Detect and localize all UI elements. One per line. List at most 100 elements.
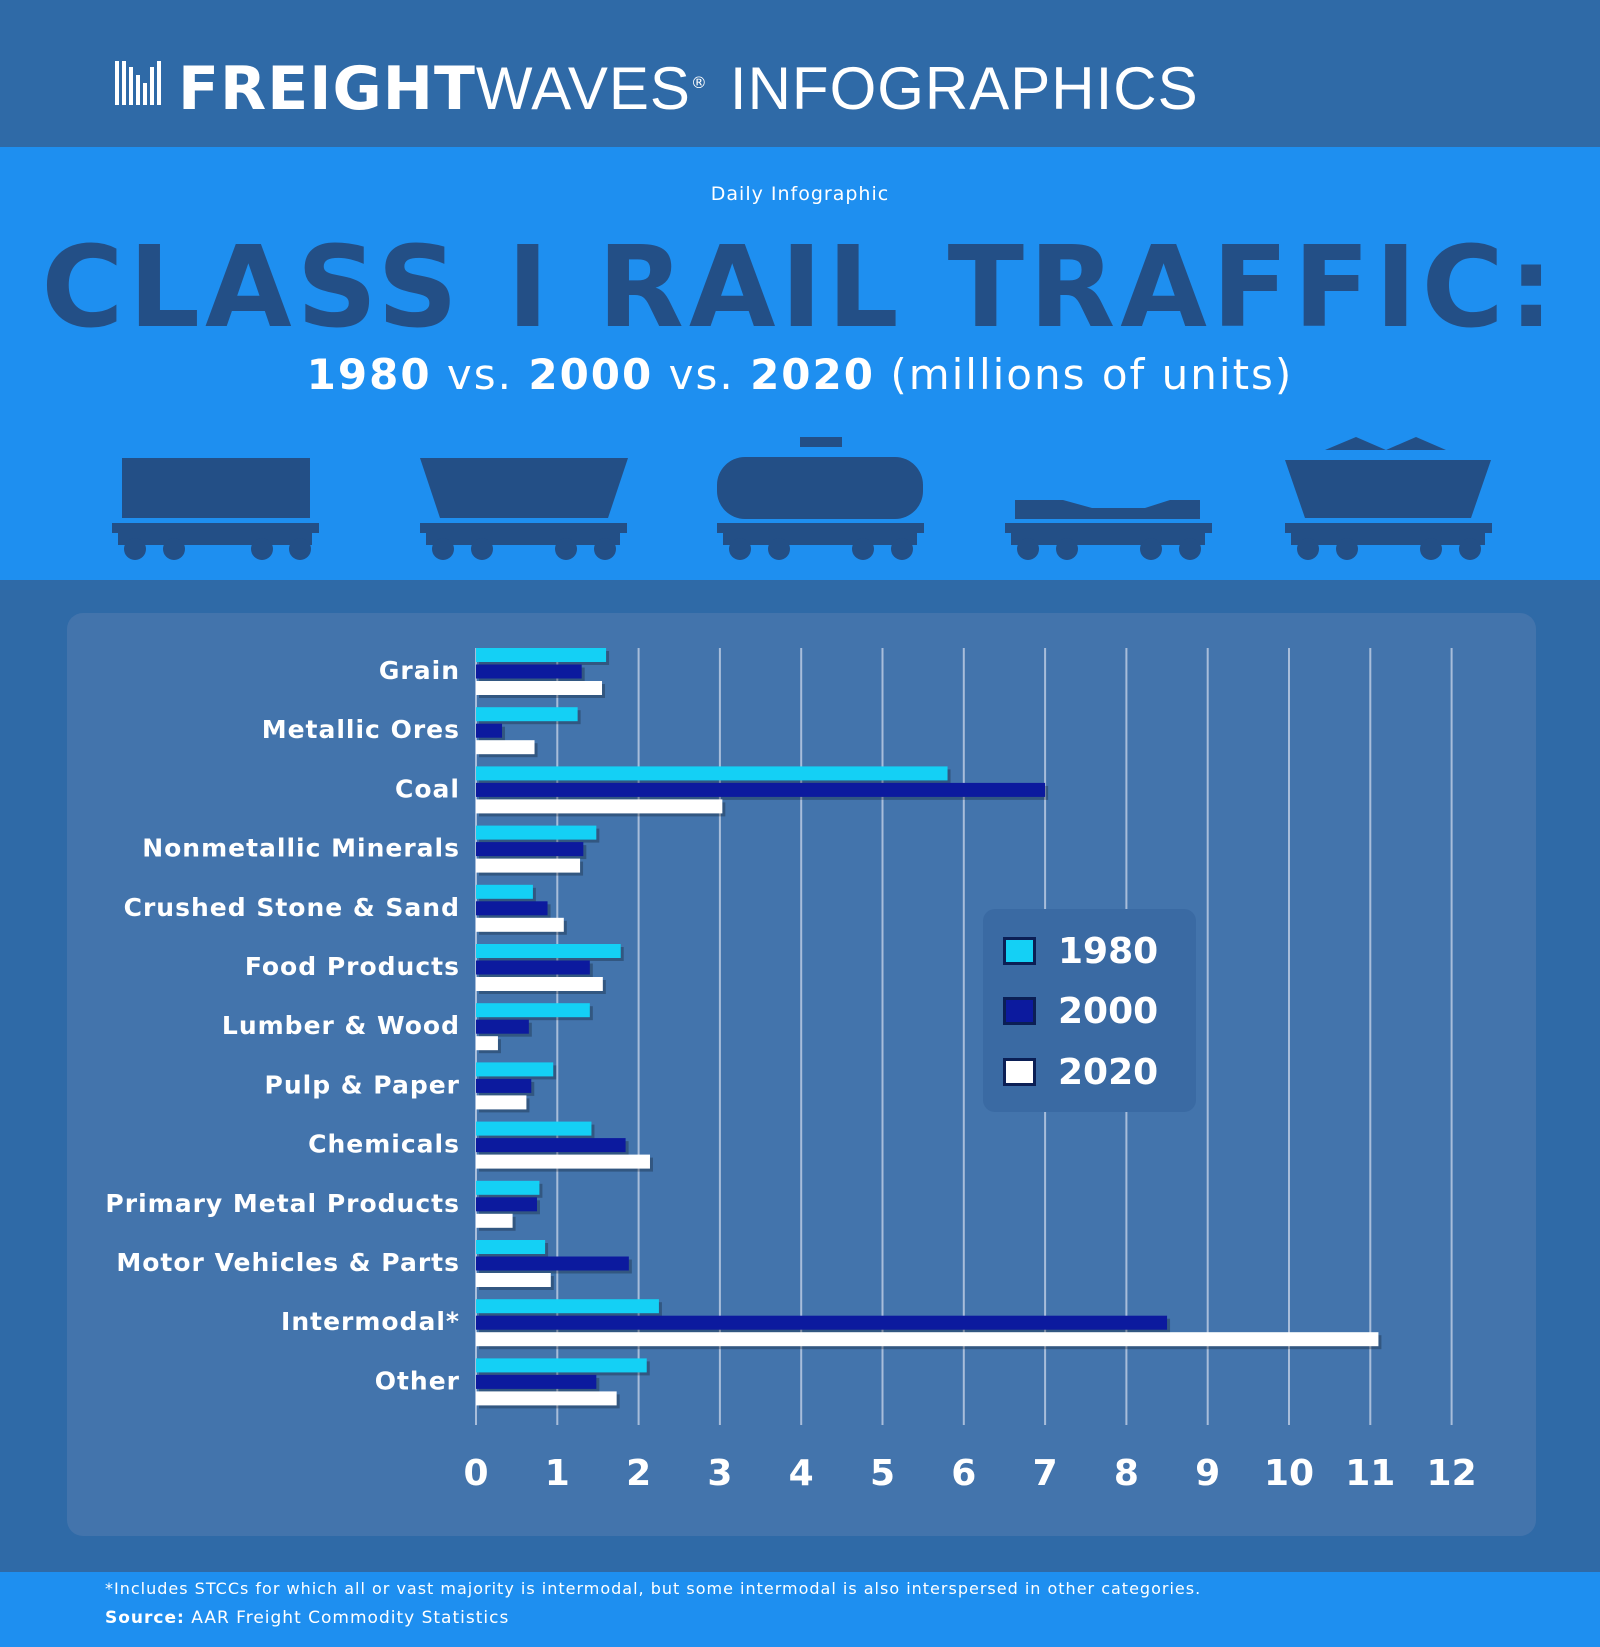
bar-2000 (476, 723, 503, 738)
subtitle-year-2020: 2020 (750, 350, 875, 399)
category-label: Grain (379, 656, 460, 685)
bar-2020 (476, 1213, 513, 1228)
bar-2020 (476, 799, 723, 814)
hero-section: Daily Infographic CLASS I RAIL TRAFFIC: … (0, 147, 1600, 580)
bar-2000 (476, 842, 584, 857)
bar-1980 (476, 944, 621, 958)
category-label: Primary Metal Products (105, 1189, 460, 1218)
source-label: Source: (105, 1608, 185, 1628)
subtitle-year-1980: 1980 (306, 350, 432, 399)
legend-swatch-2020 (1003, 1058, 1036, 1086)
page-title: CLASS I RAIL TRAFFIC: (41, 223, 1559, 353)
x-tick-label: 7 (1033, 1453, 1058, 1494)
bar-2020 (476, 740, 535, 755)
page-subtitle: 1980 vs. 2000 vs. 2020 (millions of unit… (0, 347, 1600, 403)
category-label: Coal (395, 774, 460, 803)
bar-2020 (476, 917, 564, 932)
brand-bold: FREIGHT (178, 54, 476, 124)
category-label: Motor Vehicles & Parts (116, 1248, 460, 1277)
rail-cars-illustration (112, 437, 1492, 560)
bar-2000 (476, 782, 1046, 797)
category-label: Other (375, 1366, 460, 1395)
bar-2020 (476, 1391, 617, 1406)
legend-item-2020: 2020 (1003, 1051, 1159, 1093)
x-tick-label: 4 (789, 1453, 814, 1494)
bar-2020 (476, 977, 603, 991)
bar-2000 (476, 1197, 537, 1212)
bar-1980 (476, 1240, 546, 1254)
bar-2020 (476, 1036, 498, 1051)
bar-2000 (476, 1078, 532, 1093)
bar-1980 (476, 1299, 659, 1314)
bar-2020 (476, 1273, 551, 1287)
bar-2000 (476, 664, 582, 679)
bar-1980 (476, 707, 578, 722)
brand-wordmark: FREIGHTWAVES® INFOGRAPHICS (178, 48, 1199, 124)
bar-2000 (476, 960, 590, 975)
brand-suffix: INFOGRAPHICS (729, 55, 1199, 122)
bar-1980 (476, 1180, 540, 1195)
bar-1980 (476, 1358, 647, 1373)
bar-1980 (476, 884, 533, 899)
subtitle-vs-1: vs. (431, 350, 529, 399)
bar-1980 (476, 1062, 554, 1077)
flatcar-icon (1005, 500, 1212, 560)
footer-bar: *Includes STCCs for which all or vast ma… (0, 1572, 1600, 1647)
subtitle-vs-2: vs. (653, 350, 751, 399)
x-tick-label: 10 (1264, 1453, 1314, 1494)
bar-2000 (476, 1019, 529, 1034)
bar-chart: Grain Metallic Ores Coal Nonmetallic Minera… (105, 648, 1477, 1494)
subtitle-units: (millions of units) (874, 350, 1294, 399)
coal-hopper-icon (1285, 437, 1492, 560)
x-tick-label: 1 (545, 1453, 570, 1494)
legend-item-1980: 1980 (1003, 930, 1159, 972)
bar-2000 (476, 1138, 626, 1153)
tank-car-icon (717, 437, 924, 560)
subtitle-year-2000: 2000 (528, 350, 654, 399)
chart-panel: Grain Metallic Ores Coal Nonmetallic Minera… (67, 613, 1536, 1536)
x-tick-label: 3 (707, 1453, 732, 1494)
category-label: Crushed Stone & Sand (124, 893, 460, 922)
brand-registered-mark: ® (690, 73, 708, 92)
x-tick-label: 8 (1114, 1453, 1139, 1494)
x-tick-label: 6 (951, 1453, 976, 1494)
header-bar: FREIGHTWAVES® INFOGRAPHICS (0, 0, 1600, 147)
boxcar-icon (112, 458, 319, 560)
bar-2020 (476, 1095, 527, 1110)
bar-1980 (476, 1003, 590, 1018)
bar-2000 (476, 901, 548, 916)
legend-swatch-1980 (1003, 937, 1036, 965)
bar-2000 (476, 1374, 597, 1389)
category-label: Nonmetallic Minerals (142, 834, 460, 863)
x-tick-label: 11 (1345, 1453, 1395, 1494)
footnote-text: *Includes STCCs for which all or vast ma… (105, 1579, 1202, 1598)
x-tick-label: 2 (626, 1453, 651, 1494)
x-tick-label: 12 (1427, 1453, 1477, 1494)
bar-2000 (476, 1315, 1168, 1330)
x-tick-label: 9 (1195, 1453, 1220, 1494)
bar-2020 (476, 1332, 1379, 1347)
hopper-car-icon (420, 458, 628, 560)
bar-2020 (476, 681, 603, 695)
x-tick-label: 0 (463, 1453, 488, 1494)
legend-label-1980: 1980 (1058, 930, 1159, 972)
bar-2020 (476, 1154, 650, 1169)
legend-label-2000: 2000 (1058, 990, 1159, 1032)
category-label: Metallic Ores (262, 715, 460, 744)
chart-legend: 1980 2000 2020 (983, 909, 1196, 1112)
bar-2020 (476, 858, 581, 873)
bar-1980 (476, 825, 597, 840)
brand-light: WAVES (475, 55, 691, 122)
source-line: Source: AAR Freight Commodity Statistics (105, 1608, 509, 1628)
category-label: Pulp & Paper (265, 1070, 461, 1099)
bar-1980 (476, 1121, 592, 1136)
legend-item-2000: 2000 (1003, 990, 1159, 1032)
legend-label-2020: 2020 (1058, 1051, 1159, 1093)
source-text: AAR Freight Commodity Statistics (184, 1608, 510, 1628)
category-label: Chemicals (308, 1130, 460, 1159)
kicker-text: Daily Infographic (710, 183, 890, 205)
bar-1980 (476, 648, 607, 662)
category-label: Intermodal* (281, 1307, 460, 1336)
bar-2000 (476, 1256, 629, 1271)
category-label: Lumber & Wood (222, 1011, 460, 1040)
